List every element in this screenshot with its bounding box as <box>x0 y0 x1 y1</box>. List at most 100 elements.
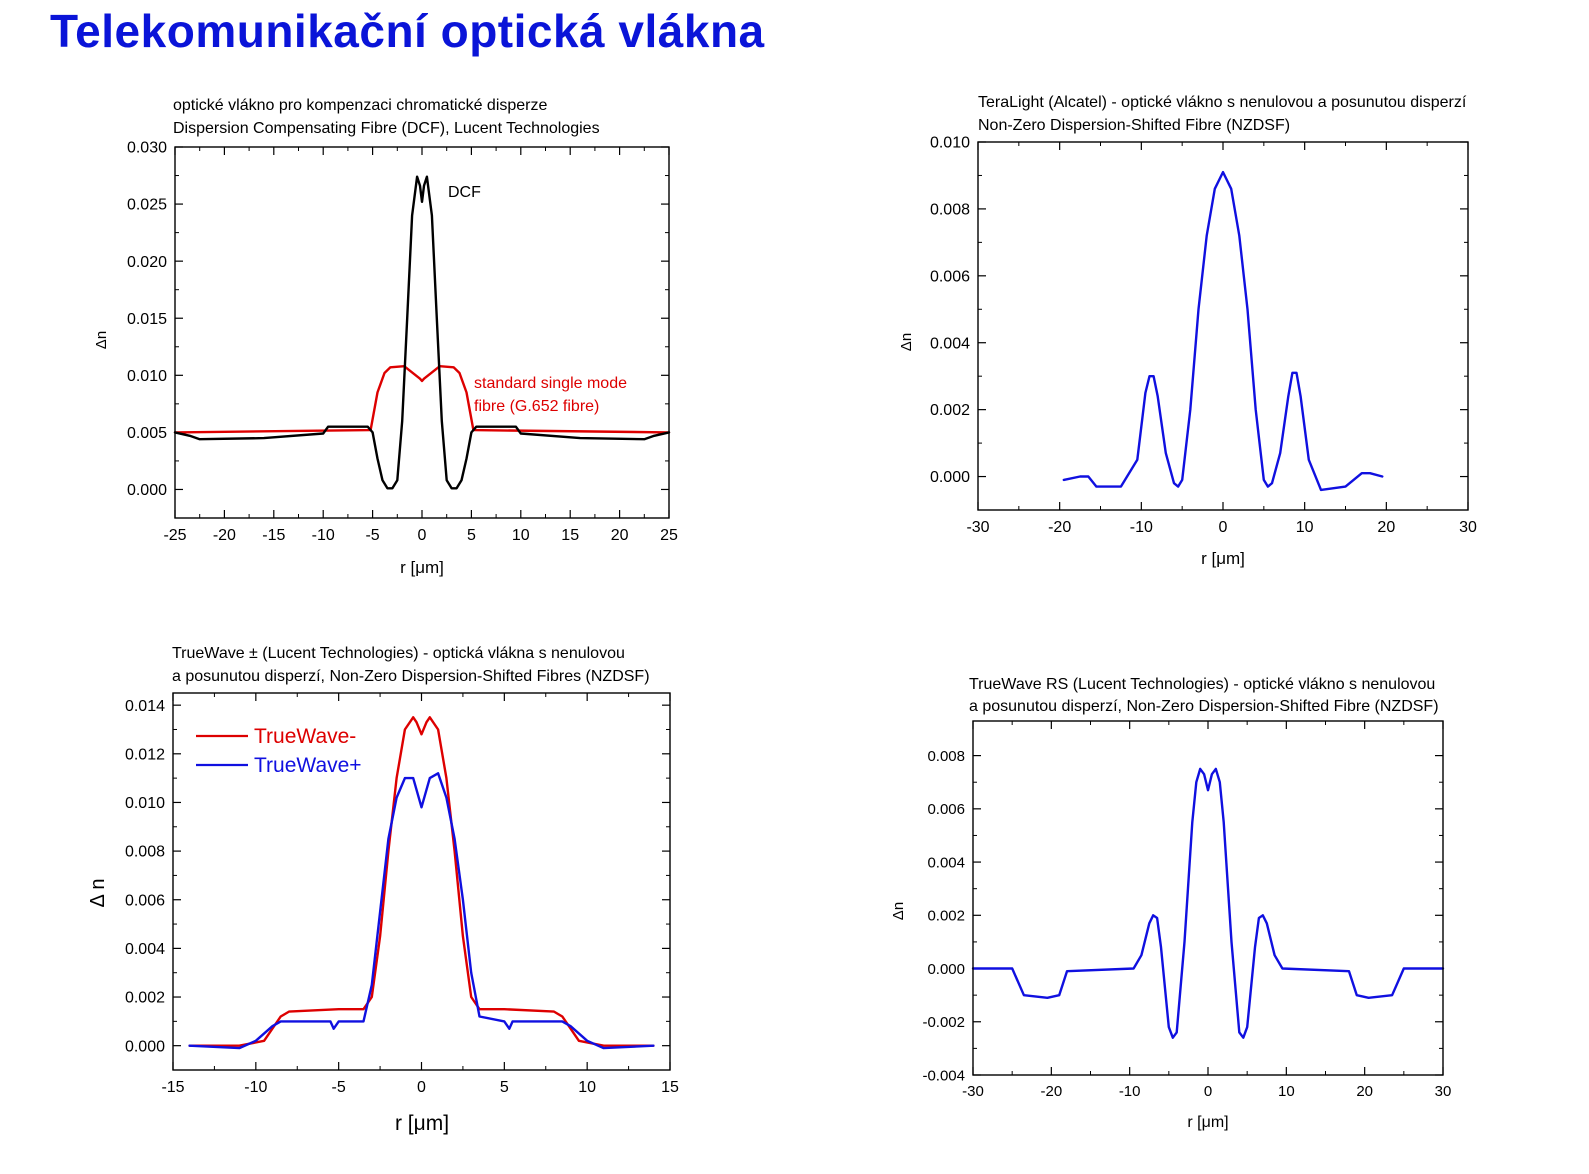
x-tick-label: -25 <box>163 527 186 544</box>
series-line-standard-single-mode-fibre-g-652-fibre <box>173 365 671 434</box>
y-tick-label: -0.004 <box>922 1067 965 1084</box>
chart-title-line-2: a posunutou disperzí, Non-Zero Dispersio… <box>172 668 650 685</box>
x-tick-label: 20 <box>611 527 629 544</box>
x-tick-label: 30 <box>1435 1083 1452 1100</box>
x-tick-label: 5 <box>467 527 476 544</box>
chart-title-line-2: Non-Zero Dispersion-Shifted Fibre (NZDSF… <box>978 117 1290 134</box>
series-line-truewave <box>188 772 655 1050</box>
x-tick-label: -10 <box>312 527 335 544</box>
page-title: Telekomunikační optická vlákna <box>50 5 765 57</box>
y-tick-label: 0.020 <box>127 254 167 271</box>
x-tick-label: -30 <box>966 519 989 536</box>
y-axis-label: Δn <box>93 331 110 349</box>
x-tick-label: 10 <box>578 1079 596 1096</box>
x-tick-label: 15 <box>661 1079 679 1096</box>
chart-title-line-1: optické vlákno pro kompenzaci chromatick… <box>173 97 548 114</box>
x-tick-label: 25 <box>660 527 678 544</box>
x-tick-label: -10 <box>244 1079 267 1096</box>
y-tick-label: 0.000 <box>127 482 167 499</box>
series-line-truewave <box>188 716 655 1047</box>
y-tick-label: 0.004 <box>927 854 965 871</box>
y-tick-label: 0.002 <box>125 990 165 1007</box>
y-tick-label: 0.006 <box>927 801 965 818</box>
y-tick-label: 0.012 <box>125 746 165 763</box>
legend: TrueWave- TrueWave+ <box>196 725 362 777</box>
y-tick-label: 0.004 <box>930 335 970 352</box>
y-tick-label: 0.006 <box>125 892 165 909</box>
y-tick-label: 0.025 <box>127 197 167 214</box>
annotation-dcf: DCF <box>448 184 481 201</box>
y-tick-label: 0.015 <box>127 311 167 328</box>
annotation-smf-line-2: fibre (G.652 fibre) <box>474 398 599 415</box>
y-axis-label: Δn <box>898 333 915 351</box>
y-tick-label: 0.014 <box>125 698 165 715</box>
annotation-smf-line-1: standard single mode <box>474 375 627 392</box>
x-axis-label: r [μm] <box>395 1112 449 1135</box>
y-tick-label: 0.010 <box>125 795 165 812</box>
y-tick-label: 0.010 <box>930 135 970 152</box>
y-tick-label: 0.000 <box>125 1038 165 1055</box>
y-tick-label: 0.008 <box>927 748 965 765</box>
x-tick-label: -20 <box>213 527 236 544</box>
x-tick-label: -5 <box>365 527 379 544</box>
y-tick-label: 0.002 <box>930 402 970 419</box>
legend-label-truewave-plus: TrueWave+ <box>254 754 362 777</box>
chart-title-line-1: TrueWave ± (Lucent Technologies) - optic… <box>172 645 625 662</box>
x-tick-label: 0 <box>1219 519 1228 536</box>
x-axis-label: r [μm] <box>1201 549 1245 568</box>
y-tick-label: -0.002 <box>922 1014 965 1031</box>
x-tick-label: -10 <box>1130 519 1153 536</box>
chart-title-line-2: Dispersion Compensating Fibre (DCF), Luc… <box>173 120 600 137</box>
plot-area: -15 -10 -5 0 5 10 15 0.000 0.002 0.004 0.006 0.008 0… <box>125 693 679 1096</box>
series-line-teralight <box>1062 170 1384 492</box>
x-tick-label: 20 <box>1356 1083 1373 1100</box>
y-tick-label: 0.010 <box>127 368 167 385</box>
y-tick-label: 0.030 <box>127 140 167 157</box>
plot-area: -30 -20 -10 0 10 20 30 -0.004 -0.002 0.000 0.002 0.… <box>922 721 1451 1100</box>
legend-label-truewave-minus: TrueWave- <box>254 725 356 748</box>
x-tick-label: 0 <box>1204 1083 1212 1100</box>
plot-frame <box>972 720 1444 1076</box>
y-tick-label: 0.002 <box>927 908 965 925</box>
x-tick-label: 10 <box>1278 1083 1295 1100</box>
y-tick-label: 0.005 <box>127 425 167 442</box>
chart-title-line-1: TeraLight (Alcatel) - optické vlákno s n… <box>978 94 1467 111</box>
chart-title-line-2: a posunutou disperzí, Non-Zero Dispersio… <box>969 698 1439 715</box>
x-tick-label: 0 <box>417 1079 426 1096</box>
x-tick-label: 5 <box>500 1079 509 1096</box>
x-tick-label: 10 <box>1296 519 1314 536</box>
y-axis-label: Δn <box>890 902 907 920</box>
plot-frame <box>977 141 1469 511</box>
plot-area: -25 -20 -15 -10 -5 0 5 10 15 20 25 0.000 0.005 0.010 0… <box>127 140 678 544</box>
y-tick-label: 0.000 <box>930 469 970 486</box>
series-line-truewave-rs <box>971 767 1445 1039</box>
plot-frame <box>172 692 671 1071</box>
x-tick-label: -5 <box>332 1079 346 1096</box>
x-tick-label: -10 <box>1119 1083 1141 1100</box>
x-tick-label: 20 <box>1377 519 1395 536</box>
series-line-dcf <box>173 175 671 490</box>
x-tick-label: 30 <box>1459 519 1477 536</box>
chart-title-line-1: TrueWave RS (Lucent Technologies) - opti… <box>969 676 1435 693</box>
y-tick-label: 0.000 <box>927 961 965 978</box>
x-tick-label: -15 <box>262 527 285 544</box>
x-axis-label: r [μm] <box>1187 1114 1228 1131</box>
y-tick-label: 0.008 <box>930 202 970 219</box>
x-tick-label: 15 <box>561 527 579 544</box>
x-tick-label: -20 <box>1048 519 1071 536</box>
x-tick-label: -20 <box>1040 1083 1062 1100</box>
x-tick-label: -15 <box>161 1079 184 1096</box>
y-tick-label: 0.006 <box>930 268 970 285</box>
plot-frame <box>174 146 670 519</box>
y-tick-label: 0.004 <box>125 941 165 958</box>
x-tick-label: 10 <box>512 527 530 544</box>
x-tick-label: 0 <box>418 527 427 544</box>
y-tick-label: 0.008 <box>125 844 165 861</box>
x-axis-label: r [μm] <box>400 558 444 577</box>
y-axis-label: Δ n <box>87 879 109 908</box>
x-tick-label: -30 <box>962 1083 984 1100</box>
